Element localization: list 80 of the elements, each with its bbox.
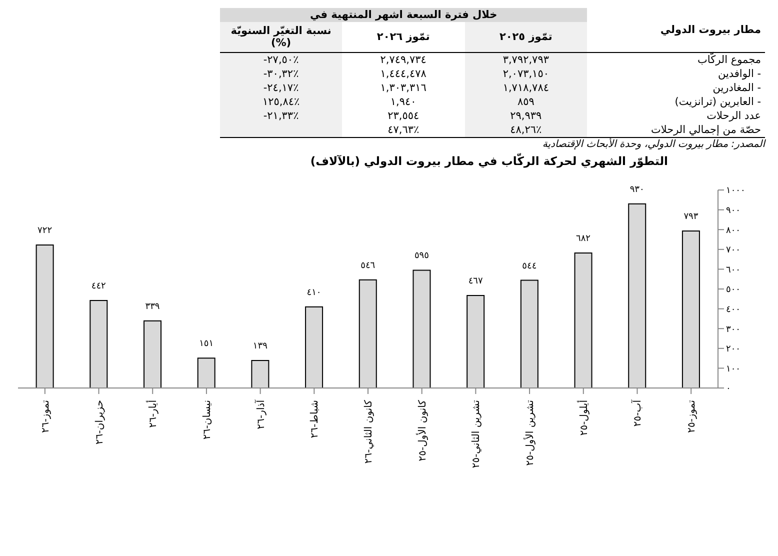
- bar: [520, 280, 538, 388]
- bar: [144, 320, 162, 388]
- category-label: عدد الرحلات: [706, 110, 761, 122]
- category-label: تمّوز ٢٠٢٥: [499, 31, 552, 43]
- y-tick-label: ٣٠٠: [726, 324, 741, 335]
- x-tick-label: تموز-٢٥: [686, 400, 698, 433]
- data-label: ١٥١: [199, 339, 214, 350]
- bar: [628, 203, 646, 388]
- x-tick-label: كانون الأول-٢٥: [415, 400, 428, 462]
- bar: [466, 295, 485, 388]
- x-tick-label: آب-٢٥: [630, 398, 644, 427]
- y-tick-label: ٤٠٠: [726, 304, 741, 315]
- bar: [358, 279, 377, 388]
- category-label: - العابرين (ترانزيت): [674, 96, 761, 108]
- text: ٢٩,٩٣٩: [510, 110, 542, 122]
- text: ١,٤٤٤,٤٧٨: [380, 68, 426, 80]
- category-label: - الوافدين: [718, 68, 761, 80]
- y-tick-label: ٠: [726, 384, 731, 394]
- text: خلال فترة السبعة اشهر المنتهية في: [310, 9, 498, 21]
- y-tick-label: ٧٠٠: [726, 246, 741, 256]
- text: ٢,٧٤٩,٧٣٤: [380, 54, 426, 66]
- text: ١,٧١٨,٧٨٤: [502, 82, 549, 94]
- y-tick-label: ١٠٠: [726, 364, 741, 374]
- x-tick-label: شباط-٢٦: [310, 400, 321, 438]
- y-tick-label: ٢٠٠: [726, 344, 741, 355]
- text: ٢,٠٧٣,١٥٠: [502, 68, 549, 80]
- category-label: حصّة من إجمالي الرحلات: [650, 124, 761, 136]
- y-tick-label: ٦٠٠: [726, 265, 741, 276]
- y-tick-label: ٨٠٠: [726, 226, 741, 236]
- data-label: ٥٤٤: [522, 261, 537, 272]
- data-label: ٤١٠: [306, 288, 322, 298]
- y-tick-label: ٥٠٠: [726, 285, 741, 296]
- text: ٢٣,٥٥٤: [388, 110, 420, 122]
- category-label: مجموع الركّاب: [698, 54, 761, 66]
- bar: [90, 300, 108, 388]
- x-tick-label: تشرين الأول-٢٥: [523, 400, 536, 466]
- data-label: ٦٨٢: [576, 234, 591, 244]
- data-label: ١٣٩: [252, 341, 268, 352]
- x-tick-label: نيسان-٢٦: [202, 400, 213, 440]
- text: المصدر: مطار بيروت الدولي، وحدة الأبحاث الإقتصادية: [220, 139, 765, 150]
- bar: [682, 230, 700, 388]
- x-tick-label: كانون الثاني-٢٦: [364, 400, 374, 464]
- text: ١,٣٠٣,٣١٦: [380, 82, 426, 94]
- x-tick-label: تموز-٢٦: [40, 400, 52, 433]
- text: -٢٧,٥٠٪: [263, 54, 299, 66]
- text: ١٢٥,٨٤٪: [262, 96, 300, 108]
- category-label: تمّوز ٢٠٢٦: [376, 31, 430, 43]
- x-tick-label: أيار-٢٦: [146, 400, 160, 428]
- y-tick-label: ٩٠٠: [726, 206, 741, 216]
- data-label: ٣٣٩: [145, 302, 160, 312]
- data-label: ٥٩٥: [414, 251, 430, 262]
- x-tick-label: آذار-٢٦: [254, 398, 267, 430]
- data-label: ٤٤٢: [91, 281, 106, 292]
- y-tick-label: ١٠٠٠: [726, 186, 746, 196]
- chart-title: التطوّر الشهري لحركة الركّاب في مطار بيروت الدولي (بالآلاف): [310, 154, 668, 168]
- text: -٢٤,١٧٪: [263, 82, 299, 94]
- bar: [574, 252, 592, 388]
- x-tick-label: أيلول-٢٥: [576, 400, 590, 436]
- bar: [251, 360, 270, 388]
- text: ١,٩٤٠: [390, 96, 416, 108]
- data-label: ٧٢٢: [38, 226, 52, 236]
- x-tick-label: حزيران-٢٦: [94, 400, 106, 444]
- text: ٣,٧٩٢,٧٩٣: [502, 54, 549, 66]
- text: مطار بيروت الدولي: [660, 24, 761, 36]
- text: -٣٠,٣٢٪: [263, 68, 299, 80]
- text: ٤٨,٢٦٪: [510, 124, 542, 136]
- bar: [412, 270, 431, 388]
- data-label: ٥٤٦: [360, 260, 376, 271]
- text: ٨٥٩: [517, 96, 534, 108]
- text: ٤٧,٦٣٪: [388, 124, 420, 136]
- x-tick-label: تشرين الثاني-٢٥: [471, 400, 482, 468]
- bar: [36, 244, 54, 388]
- text: -٢١,٣٣٪: [263, 110, 299, 122]
- category-label: - المغادرين: [712, 82, 761, 94]
- data-label: ٧٩٣: [684, 212, 698, 222]
- data-label: ٩٣٠: [630, 184, 644, 195]
- category-label: نسبة التغيّر السنويّة (%): [230, 25, 332, 49]
- bar: [197, 358, 216, 388]
- data-label: ٤٦٧: [468, 276, 483, 287]
- bar: [305, 306, 324, 388]
